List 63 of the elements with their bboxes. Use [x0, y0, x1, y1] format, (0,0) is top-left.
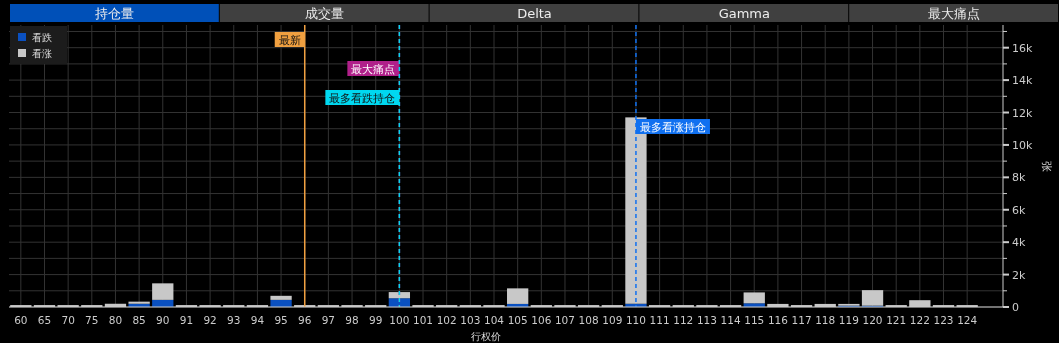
ref-line-label: 最大痛点: [351, 62, 396, 75]
x-tick-label: 104: [483, 314, 505, 326]
x-tick-label: 92: [203, 314, 217, 326]
x-tick-label: 99: [369, 314, 383, 326]
y-tick-label: 10k: [1012, 138, 1033, 152]
x-tick-label: 96: [298, 314, 312, 326]
x-tick-label: 109: [602, 314, 623, 326]
x-tick-label: 80: [108, 314, 123, 326]
x-tick-label: 108: [578, 314, 599, 326]
x-tick-label: 121: [886, 314, 907, 326]
y-tick-label: 2k: [1012, 268, 1026, 282]
ref-line-label: 最新: [278, 33, 301, 46]
y-tick-label: 8k: [1012, 171, 1026, 185]
x-tick-label: 122: [909, 314, 930, 326]
x-tick-label: 106: [531, 314, 552, 326]
x-tick-label: 111: [649, 314, 670, 326]
x-tick-label: 112: [673, 314, 694, 326]
x-tick-label: 110: [625, 314, 646, 326]
x-tick-label: 75: [85, 314, 99, 326]
y-tick-label: 12k: [1012, 106, 1033, 120]
x-tick-label: 91: [179, 314, 194, 326]
x-tick-label: 117: [791, 314, 812, 326]
y-tick-label: 4k: [1012, 236, 1026, 250]
x-tick-label: 113: [696, 314, 717, 326]
x-tick-label: 118: [815, 314, 836, 326]
text: 持仓量: [95, 6, 135, 21]
x-tick-label: 85: [132, 314, 146, 326]
y-tick-label: 0: [1012, 301, 1019, 314]
x-tick-label: 65: [37, 314, 52, 326]
x-tick-label: 115: [744, 314, 765, 326]
text: Gamma: [718, 6, 770, 21]
x-tick-label: 60: [14, 314, 28, 326]
text: 最大痛点: [928, 6, 981, 21]
x-tick-label: 93: [227, 314, 241, 326]
text: Delta: [517, 6, 552, 21]
x-tick-label: 100: [389, 314, 410, 326]
y-axis-title: 张: [1040, 160, 1053, 172]
x-tick-label: 102: [436, 314, 457, 326]
x-axis-title: 行权价: [471, 331, 501, 342]
x-tick-label: 101: [413, 314, 434, 326]
x-tick-label: 97: [321, 314, 336, 326]
y-tick-label: 16k: [1012, 41, 1033, 55]
text: 成交量: [305, 6, 345, 21]
y-tick-label: 6k: [1012, 203, 1026, 217]
x-tick-label: 95: [274, 314, 288, 326]
x-tick-label: 114: [720, 314, 741, 326]
x-tick-label: 107: [554, 314, 575, 326]
x-tick-label: 120: [862, 314, 883, 326]
x-tick-label: 98: [345, 314, 359, 326]
x-tick-label: 90: [156, 314, 170, 326]
x-tick-label: 116: [767, 314, 789, 326]
legend-label: 看涨: [32, 48, 52, 59]
x-tick-label: 94: [250, 314, 265, 326]
x-tick-label: 105: [507, 314, 528, 326]
legend-label: 看跌: [32, 32, 52, 43]
ref-line-label: 最多看跌持仓: [329, 91, 396, 104]
x-tick-label: 70: [61, 314, 75, 326]
ref-line-label: 最多看涨持仓: [639, 120, 706, 133]
y-tick-label: 14k: [1012, 74, 1033, 88]
x-tick-label: 119: [838, 314, 859, 326]
x-tick-label: 103: [460, 314, 481, 326]
x-tick-label: 124: [957, 314, 978, 326]
x-tick-label: 123: [933, 314, 954, 326]
